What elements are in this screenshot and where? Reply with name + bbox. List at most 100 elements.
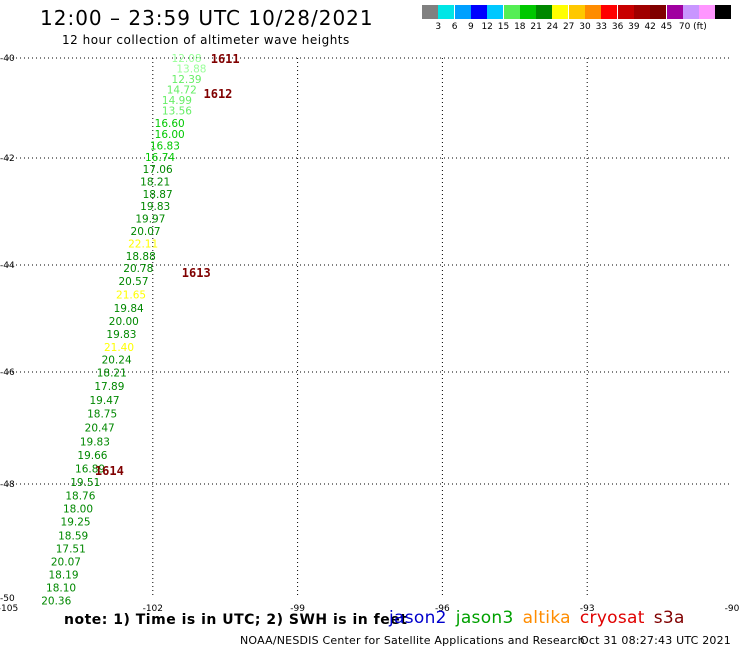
x-tick-label: -99 bbox=[290, 604, 305, 614]
x-tick-label: -105 bbox=[0, 604, 18, 614]
color-scale-label: 36 bbox=[611, 22, 624, 32]
wave-height-value: 16.89 bbox=[75, 463, 105, 475]
color-scale-swatch bbox=[699, 5, 716, 19]
color-scale-label: 12 bbox=[481, 22, 493, 32]
color-scale-swatch bbox=[438, 5, 455, 19]
color-scale-swatch bbox=[666, 5, 683, 19]
wave-height-value: 20.47 bbox=[85, 422, 115, 434]
color-scale-swatch bbox=[617, 5, 634, 19]
wave-height-value: 18.88 bbox=[126, 251, 156, 263]
legend-entry-jason3: jason3 bbox=[455, 608, 514, 628]
color-scale-label: 42 bbox=[644, 22, 656, 32]
color-scale-swatch bbox=[470, 5, 487, 19]
credit-text: NOAA/NESDIS Center for Satellite Applica… bbox=[240, 634, 585, 647]
y-tick-label: -46 bbox=[0, 368, 15, 378]
wave-height-value: 19.84 bbox=[114, 303, 144, 315]
color-scale-label: 9 bbox=[468, 22, 474, 32]
wave-height-value: 17.89 bbox=[94, 381, 124, 393]
wave-height-value: 13.88 bbox=[176, 64, 206, 76]
color-scale-label: 39 bbox=[628, 22, 640, 32]
legend-entry-altika: altika bbox=[522, 608, 571, 628]
wave-height-value: 20.07 bbox=[51, 557, 81, 569]
x-tick-label: -96 bbox=[435, 604, 450, 614]
legend-entry-cryosat: cryosat bbox=[579, 608, 645, 628]
wave-height-value: 12.39 bbox=[172, 74, 202, 86]
x-tick-label: -90 bbox=[725, 604, 740, 614]
wave-height-value: 12.08 bbox=[172, 53, 202, 65]
wave-height-value: 19.25 bbox=[61, 517, 91, 529]
wave-height-value: 19.66 bbox=[77, 450, 107, 462]
wave-height-value: 17.06 bbox=[143, 164, 173, 176]
wave-height-value: 18.21 bbox=[97, 368, 127, 380]
wave-height-value: 18.87 bbox=[143, 189, 173, 201]
color-scale-swatch bbox=[633, 5, 650, 19]
wave-height-value: 14.99 bbox=[162, 95, 192, 107]
legend-entry-jason2: jason2 bbox=[389, 608, 447, 628]
footer-note: note: 1) Time is in UTC; 2) SWH is in fe… bbox=[64, 612, 408, 628]
color-scale-swatch bbox=[552, 5, 569, 19]
y-tick-label: -40 bbox=[0, 54, 15, 64]
color-scale-swatch bbox=[715, 5, 732, 19]
color-scale-label: 21 bbox=[530, 22, 542, 32]
color-scale-swatch bbox=[601, 5, 618, 19]
wave-height-value: 18.19 bbox=[48, 570, 78, 582]
wave-height-value: 14.72 bbox=[167, 85, 197, 97]
wave-height-value: 21.40 bbox=[104, 342, 134, 354]
color-scale-label: 3 bbox=[435, 22, 442, 32]
y-tick-label: -42 bbox=[0, 154, 15, 164]
color-scale-label: 33 bbox=[595, 22, 608, 32]
color-scale-label: 27 bbox=[562, 22, 575, 32]
x-tick-label: -93 bbox=[580, 604, 595, 614]
generated-timestamp: Oct 31 08:27:43 UTC 2021 bbox=[580, 634, 732, 647]
color-scale-swatch bbox=[536, 5, 553, 19]
color-scale-label: 30 bbox=[579, 22, 591, 32]
color-scale-label: 24 bbox=[546, 22, 559, 32]
wave-height-value: 18.00 bbox=[63, 504, 93, 516]
wave-height-value: 16.60 bbox=[155, 118, 185, 130]
wave-height-value: 20.57 bbox=[118, 276, 148, 288]
wave-height-value: 20.36 bbox=[41, 596, 71, 608]
color-scale-swatch bbox=[503, 5, 520, 19]
wave-height-value: 19.83 bbox=[140, 201, 170, 213]
color-scale-label: 70 (ft) bbox=[678, 22, 707, 32]
color-scale-swatch bbox=[682, 5, 699, 19]
wave-height-value: 18.76 bbox=[65, 490, 95, 502]
color-scale-swatch bbox=[585, 5, 601, 19]
wave-height-value: 20.24 bbox=[102, 355, 132, 367]
wave-height-value: 16.00 bbox=[155, 129, 185, 141]
wave-height-value: 16.74 bbox=[145, 152, 175, 164]
wave-height-value: 19.51 bbox=[70, 477, 100, 489]
color-scale-label: 15 bbox=[497, 22, 510, 32]
wave-height-value: 18.10 bbox=[46, 583, 76, 595]
wave-height-value: 20.78 bbox=[123, 263, 153, 275]
wave-height-value: 20.07 bbox=[131, 226, 161, 238]
color-scale-label: 6 bbox=[451, 22, 458, 32]
wave-height-value: 22.11 bbox=[128, 239, 158, 251]
y-tick-label: -50 bbox=[0, 594, 15, 604]
wave-height-value: 20.00 bbox=[109, 316, 139, 328]
wave-height-value: 18.21 bbox=[140, 177, 170, 189]
color-scale-label: 45 bbox=[660, 22, 673, 32]
wave-height-value: 19.97 bbox=[135, 213, 165, 225]
wave-height-value: 19.47 bbox=[90, 395, 120, 407]
legend-entry-s3a: s3a bbox=[653, 608, 685, 628]
page-subtitle: 12 hour collection of altimeter wave hei… bbox=[62, 33, 350, 47]
color-scale-swatch bbox=[568, 5, 585, 19]
y-tick-label: -44 bbox=[0, 261, 15, 271]
y-tick-label: -48 bbox=[0, 480, 15, 490]
x-tick-label: -102 bbox=[143, 604, 163, 614]
time-label: 1613 bbox=[182, 266, 211, 280]
color-scale-swatch bbox=[487, 5, 504, 19]
color-scale-swatch bbox=[422, 5, 438, 19]
wave-height-value: 17.51 bbox=[56, 543, 86, 555]
time-label: 1611 bbox=[211, 52, 240, 66]
color-scale-swatch bbox=[454, 5, 471, 19]
time-label: 1614 bbox=[95, 464, 124, 478]
wave-height-value: 16.83 bbox=[150, 141, 180, 153]
color-scale-swatch bbox=[650, 5, 667, 19]
wave-height-value: 18.59 bbox=[58, 530, 88, 542]
color-scale-label: 18 bbox=[514, 22, 526, 32]
time-label: 1612 bbox=[204, 87, 233, 101]
wave-height-value: 18.75 bbox=[87, 408, 117, 420]
